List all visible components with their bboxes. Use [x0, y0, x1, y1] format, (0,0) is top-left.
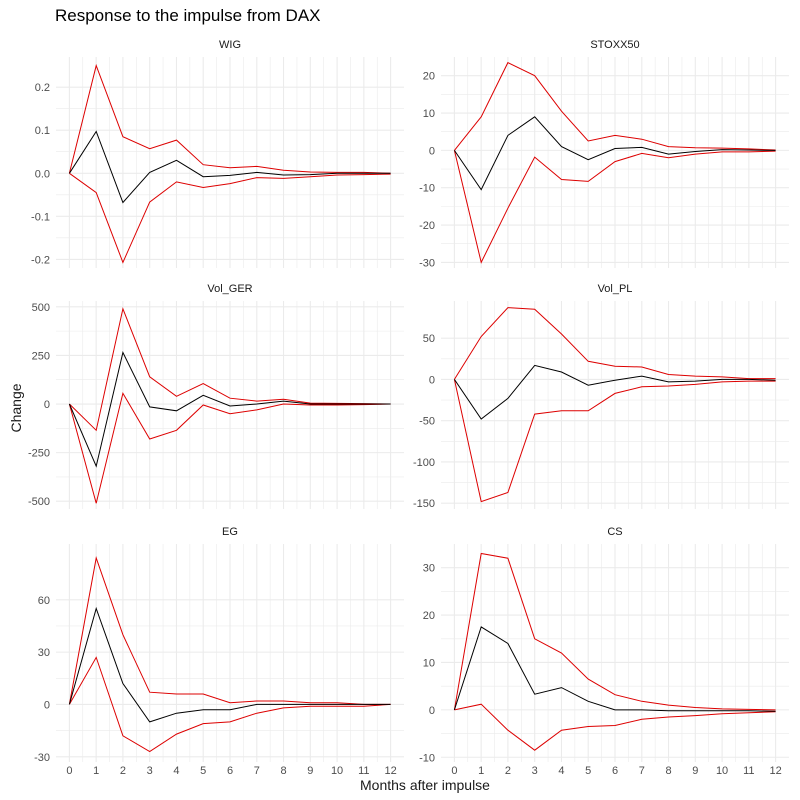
x-axis-label: Months after impulse — [360, 777, 490, 793]
x-tick-label: 2 — [505, 765, 511, 777]
panel-wig: WIG -0.2 -0.1 0.0 0.1 0.2 — [31, 39, 404, 268]
response-line — [68, 130, 391, 204]
x-tick-label: 9 — [307, 765, 313, 777]
upper-bound-line — [68, 63, 391, 174]
panel-vol-ger: Vol_GER -500 -250 0 250 500 — [28, 283, 404, 509]
x-tick-label: 2 — [120, 765, 126, 777]
x-tick-label: 6 — [612, 765, 618, 777]
response-line — [68, 606, 391, 723]
y-tick-label: 0 — [429, 374, 435, 386]
lower-bound-line — [68, 656, 391, 753]
x-tick-label: 9 — [692, 765, 698, 777]
y-tick-label: 0.0 — [35, 168, 50, 180]
y-tick-label: 0.1 — [35, 125, 50, 137]
upper-bound-line — [453, 552, 776, 711]
y-tick-label: 60 — [38, 595, 50, 607]
lower-bound-line — [68, 391, 391, 504]
panel-title: STOXX50 — [590, 39, 639, 51]
response-line — [453, 364, 776, 420]
panel-vol-pl: Vol_PL -150 -100 -50 0 50 — [413, 283, 789, 510]
y-tick-label: -500 — [28, 496, 50, 508]
panel-title: WIG — [219, 39, 241, 51]
upper-bound-line — [453, 307, 776, 380]
y-tick-label: -0.1 — [31, 211, 50, 223]
x-tick-label: 11 — [358, 765, 369, 777]
lower-bound-line — [453, 150, 776, 264]
response-line — [453, 116, 776, 191]
x-tick-label: 7 — [639, 765, 645, 777]
y-tick-label: -30 — [34, 752, 50, 764]
y-tick-label: -0.2 — [31, 254, 50, 266]
y-tick-label: -100 — [413, 457, 435, 469]
x-tick-label: 12 — [769, 765, 781, 777]
lower-bound-line — [454, 703, 776, 751]
y-tick-label: -30 — [419, 257, 435, 269]
y-tick-label: 50 — [423, 333, 435, 345]
y-tick-label: 20 — [423, 71, 435, 83]
y-tick-label: 30 — [423, 563, 435, 575]
x-tick-label: 4 — [173, 765, 179, 777]
y-axis-label: Change — [8, 383, 24, 433]
x-tick-label: 12 — [384, 765, 396, 777]
response-line — [68, 351, 391, 468]
x-tick-label: 11 — [743, 765, 754, 777]
y-tick-label: 10 — [423, 657, 435, 669]
y-tick-label: 0 — [429, 145, 435, 157]
y-tick-label: 30 — [38, 647, 50, 659]
lower-bound-line — [69, 172, 391, 264]
x-tick-label: 8 — [665, 765, 671, 777]
response-line — [453, 626, 776, 712]
y-tick-label: 10 — [423, 108, 435, 120]
chart-title: Response to the impulse from DAX — [55, 6, 321, 25]
y-tick-label: 0 — [44, 699, 50, 711]
y-tick-label: -250 — [28, 448, 50, 460]
x-tick-label: 4 — [558, 765, 564, 777]
y-tick-label: 0.2 — [35, 82, 50, 94]
upper-bound-line — [69, 307, 391, 432]
y-tick-label: -10 — [419, 752, 435, 764]
x-tick-label: 1 — [478, 765, 484, 777]
x-tick-label: 8 — [280, 765, 286, 777]
x-tick-label: 0 — [66, 765, 72, 777]
x-tick-label: 1 — [93, 765, 99, 777]
y-tick-label: -20 — [419, 220, 435, 232]
y-tick-label: 250 — [32, 350, 50, 362]
upper-bound-line — [454, 61, 776, 151]
panel-title: Vol_PL — [598, 283, 633, 295]
y-tick-label: 500 — [32, 302, 50, 314]
panel-stoxx50: STOXX50 -30 -20 -10 0 10 20 — [419, 39, 789, 269]
upper-bound-line — [68, 556, 391, 705]
y-tick-label: -150 — [413, 498, 435, 510]
lower-bound-line — [453, 379, 776, 503]
y-tick-label: 20 — [423, 610, 435, 622]
x-tick-label: 3 — [147, 765, 153, 777]
x-tick-label: 10 — [716, 765, 728, 777]
y-tick-label: -50 — [419, 416, 435, 428]
x-tick-label: 0 — [451, 765, 457, 777]
x-tick-label: 10 — [331, 765, 343, 777]
x-tick-label: 6 — [227, 765, 233, 777]
x-tick-label: 3 — [532, 765, 538, 777]
x-tick-label: 5 — [585, 765, 591, 777]
panel-title: CS — [607, 526, 622, 538]
panel-title: EG — [222, 526, 238, 538]
y-tick-label: 0 — [429, 705, 435, 717]
panel-title: Vol_GER — [207, 283, 252, 295]
x-tick-label: 5 — [200, 765, 206, 777]
y-tick-label: 0 — [44, 399, 50, 411]
x-tick-label: 7 — [254, 765, 260, 777]
y-tick-label: -10 — [419, 183, 435, 195]
